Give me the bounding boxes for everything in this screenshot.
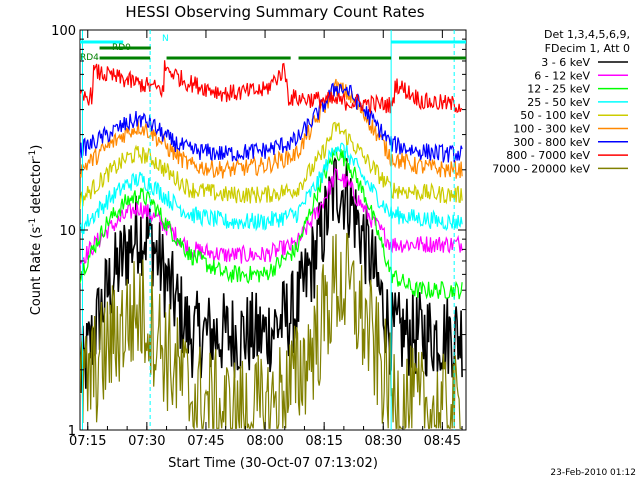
series-line-50-100-kev <box>80 121 463 210</box>
x-tick-label: 08:15 <box>305 434 342 449</box>
x-tick-label: 08:00 <box>246 434 283 449</box>
legend-label: 800 - 7000 keV <box>506 149 590 162</box>
x-tick-label: 08:30 <box>365 434 402 449</box>
y-axis-label: Count Rate (s-1 detector-1) <box>28 145 44 316</box>
series-line-12-25-kev <box>80 147 463 300</box>
y-axis-label-end: ) <box>29 145 44 150</box>
series-line-100-300-kev <box>80 78 463 179</box>
legend-label: 6 - 12 keV <box>534 69 590 82</box>
legend-label: 3 - 6 keV <box>541 56 590 69</box>
legend-label: 300 - 800 keV <box>513 136 590 149</box>
series-line-800-7000-kev <box>80 60 463 115</box>
chart-title: HESSI Observing Summary Count Rates <box>125 3 424 21</box>
x-tick-label: 08:45 <box>424 434 461 449</box>
y-tick-label: 10 <box>59 224 76 239</box>
series-line-300-800-kev <box>80 82 463 163</box>
y-axis: 1 10 100 <box>51 24 466 439</box>
x-tick-label: 07:45 <box>187 434 224 449</box>
flag-label-rd0: RD0 <box>112 43 131 53</box>
x-tick-label: 07:30 <box>128 434 165 449</box>
legend-label: 7000 - 20000 keV <box>492 162 590 175</box>
legend-header-2: FDecim 1, Att 0 <box>545 42 630 55</box>
y-axis-label-sup-2: -1 <box>28 150 38 159</box>
legend: Det 1,3,4,5,6,9, FDecim 1, Att 0 3 - 6 k… <box>492 28 630 175</box>
flag-label-rd4: RD4 <box>80 53 99 63</box>
y-tick-label: 100 <box>51 24 76 39</box>
y-axis-label-mid: detector <box>29 158 44 218</box>
legend-label: 12 - 25 keV <box>527 83 590 96</box>
x-axis: 07:15 07:30 07:45 08:00 08:15 08:30 08:45 <box>69 30 463 449</box>
series-line-25-50-kev <box>80 142 463 235</box>
x-axis-label: Start Time (30-Oct-07 07:13:02) <box>168 456 378 471</box>
series-line-6-12-kev <box>80 167 463 266</box>
legend-label: 100 - 300 keV <box>513 123 590 136</box>
flag-layer: N RD0 RD4 <box>80 30 466 430</box>
legend-header-1: Det 1,3,4,5,6,9, <box>544 28 630 41</box>
plot-area: N RD0 RD4 <box>80 30 466 430</box>
legend-label: 25 - 50 keV <box>527 96 590 109</box>
flag-label-n: N <box>162 34 169 44</box>
x-tick-label: 07:15 <box>69 434 106 449</box>
y-axis-label-sup-1: -1 <box>28 218 38 227</box>
legend-label: 50 - 100 keV <box>520 109 590 122</box>
date-stamp: 23-Feb-2010 01:12 <box>550 468 636 478</box>
series-layer <box>80 60 463 430</box>
y-tick-label: 1 <box>68 424 76 439</box>
series-line-7000-20000-kev <box>80 232 463 430</box>
y-axis-label-base: Count Rate (s <box>29 227 44 316</box>
series-line-3-6-kev <box>80 156 463 394</box>
